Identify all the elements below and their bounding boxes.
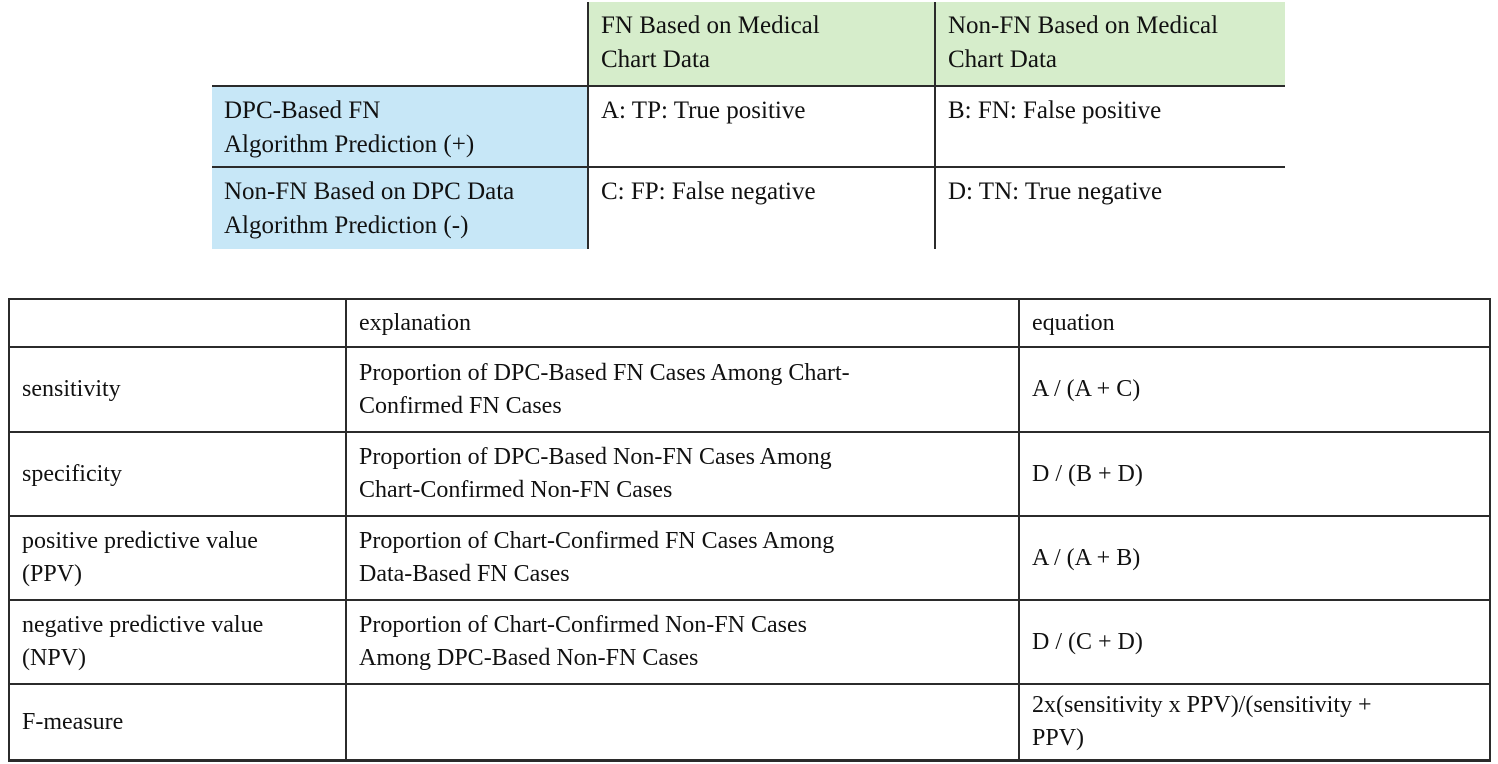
metric-explanation-specificity: Proportion of DPC-Based Non-FN Cases Amo… (345, 431, 1020, 517)
matrix-cell-b-false-positive: B: FN: False positive (934, 86, 1285, 168)
matrix-row-header-prediction-positive: DPC-Based FN Algorithm Prediction (+) (212, 86, 588, 168)
table-row: sensitivity Proportion of DPC-Based FN C… (8, 346, 1491, 433)
metric-explanation-npv: Proportion of Chart-Confirmed Non-FN Cas… (345, 599, 1020, 685)
metrics-header-row: explanation equation (8, 298, 1491, 348)
confusion-matrix-table: FN Based on Medical Chart Data Non-FN Ba… (212, 2, 1285, 249)
matrix-col-header-non-fn: Non-FN Based on Medical Chart Data (934, 2, 1285, 87)
metrics-header-explanation: explanation (345, 298, 1020, 348)
metric-equation-sensitivity: A / (A + C) (1018, 346, 1491, 433)
metric-equation-ppv: A / (A + B) (1018, 515, 1491, 601)
metric-name-ppv: positive predictive value (PPV) (8, 515, 347, 601)
matrix-corner-cell (212, 2, 588, 87)
table-row: negative predictive value (NPV) Proporti… (8, 599, 1491, 685)
matrix-row-header-prediction-negative: Non-FN Based on DPC Data Algorithm Predi… (212, 167, 588, 249)
metrics-header-blank (8, 298, 347, 348)
metric-name-f-measure: F-measure (8, 683, 347, 762)
metric-explanation-ppv: Proportion of Chart-Confirmed FN Cases A… (345, 515, 1020, 601)
matrix-col-header-fn: FN Based on Medical Chart Data (587, 2, 935, 87)
table-row: specificity Proportion of DPC-Based Non-… (8, 431, 1491, 517)
metric-equation-f-measure: 2x(sensitivity x PPV)/(sensitivity + PPV… (1018, 683, 1491, 762)
metric-equation-npv: D / (C + D) (1018, 599, 1491, 685)
matrix-cell-a-true-positive: A: TP: True positive (587, 86, 935, 168)
metric-name-specificity: specificity (8, 431, 347, 517)
metric-explanation-f-measure (345, 683, 1020, 762)
metrics-header-equation: equation (1018, 298, 1491, 348)
table-row: positive predictive value (PPV) Proporti… (8, 515, 1491, 601)
metrics-table: explanation equation sensitivity Proport… (8, 298, 1491, 762)
matrix-cell-d-true-negative: D: TN: True negative (934, 167, 1285, 249)
metric-name-npv: negative predictive value (NPV) (8, 599, 347, 685)
metric-name-sensitivity: sensitivity (8, 346, 347, 433)
matrix-cell-c-false-negative: C: FP: False negative (587, 167, 935, 249)
table-row: F-measure 2x(sensitivity x PPV)/(sensiti… (8, 683, 1491, 762)
metric-equation-specificity: D / (B + D) (1018, 431, 1491, 517)
metric-explanation-sensitivity: Proportion of DPC-Based FN Cases Among C… (345, 346, 1020, 433)
